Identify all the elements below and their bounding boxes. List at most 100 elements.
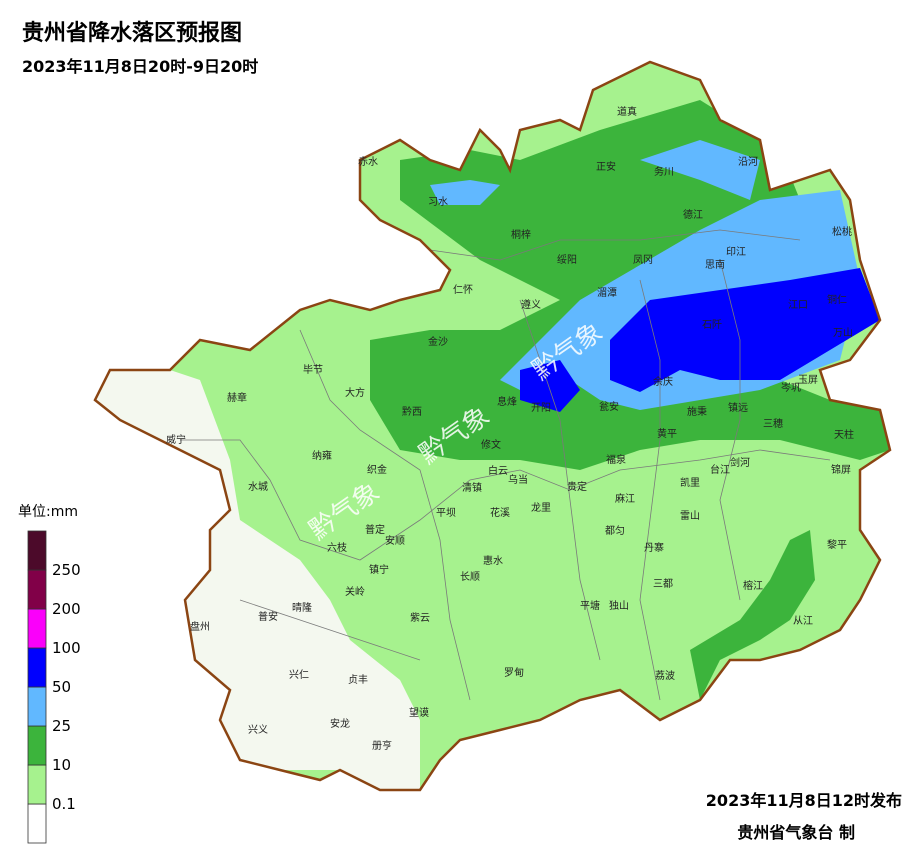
county-boundaries	[180, 229, 831, 701]
county-label: 黄平	[657, 427, 677, 440]
county-label: 习水	[428, 196, 448, 208]
county-label: 黔西	[402, 405, 422, 418]
county-label: 遵义	[521, 298, 541, 311]
county-label: 铜仁	[827, 294, 847, 306]
county-label: 盘州	[190, 620, 210, 633]
county-label: 玉屏	[798, 374, 818, 386]
legend-label: 200	[52, 600, 81, 618]
county-label: 绥阳	[557, 254, 577, 266]
county-label: 花溪	[490, 506, 510, 519]
county-label: 贵定	[567, 480, 587, 493]
county-label: 惠水	[483, 554, 503, 567]
county-label: 平塘	[580, 599, 600, 612]
legend: 0.1 10 25 50 100 200 250	[27, 530, 81, 844]
legend-label: 0.1	[52, 795, 76, 813]
county-label: 晴隆	[292, 601, 312, 614]
county-label: 龙里	[531, 501, 551, 514]
county-label: 道真	[617, 105, 637, 118]
county-label: 独山	[609, 599, 629, 612]
rainstorm-area	[610, 268, 880, 392]
county-label: 桐梓	[511, 228, 531, 241]
heavy-rain-area	[430, 180, 500, 205]
county-label: 望谟	[409, 706, 429, 719]
moderate-rain-area	[690, 530, 815, 700]
county-label: 平坝	[436, 507, 456, 519]
county-label: 金沙	[428, 335, 448, 348]
county-label: 江口	[788, 299, 808, 311]
legend-swatch	[27, 686, 47, 727]
rainstorm-area	[520, 360, 580, 412]
county-label: 罗甸	[504, 666, 524, 679]
county-label: 榕江	[743, 579, 763, 592]
legend-swatch	[27, 725, 47, 766]
county-label: 黎平	[827, 538, 847, 551]
county-label: 天柱	[834, 428, 854, 441]
county-label: 安顺	[385, 534, 405, 547]
county-label: 六枝	[327, 541, 347, 554]
issuer: 贵州省气象台 制	[737, 823, 855, 842]
county-label: 修文	[481, 438, 501, 451]
county-label: 凯里	[680, 476, 700, 489]
county-label: 册亨	[372, 739, 392, 752]
county-label: 普定	[365, 523, 385, 536]
legend-swatch	[27, 803, 47, 844]
subtitle: 2023年11月8日20时-9日20时	[22, 57, 258, 76]
legend-label: 250	[52, 561, 81, 579]
county-label: 从江	[793, 615, 813, 627]
legend-swatch	[27, 764, 47, 805]
legend-swatch	[27, 569, 47, 610]
county-label: 普安	[258, 610, 278, 623]
county-label: 福泉	[606, 453, 626, 466]
county-label: 白云	[488, 464, 508, 477]
county-label: 印江	[726, 246, 746, 258]
county-label: 瓮安	[599, 400, 619, 413]
county-label: 余庆	[653, 375, 673, 388]
county-label: 正安	[596, 160, 616, 173]
county-label: 锦屏	[831, 463, 851, 476]
county-label: 务川	[654, 165, 674, 178]
county-label: 剑河	[730, 456, 750, 469]
county-label: 岑巩	[781, 382, 801, 394]
county-label: 毕节	[303, 363, 323, 376]
county-label: 沿河	[738, 156, 758, 168]
county-label: 镇宁	[369, 563, 389, 576]
county-label: 湄潭	[597, 287, 617, 299]
legend-swatch	[27, 608, 47, 649]
county-label: 荔波	[655, 669, 675, 682]
county-label: 三都	[653, 578, 673, 590]
no-rain-area	[95, 370, 420, 790]
county-label: 兴仁	[289, 669, 309, 681]
county-label: 威宁	[166, 433, 186, 446]
legend-label: 10	[52, 756, 71, 774]
county-label: 安龙	[330, 717, 350, 730]
county-label: 贞丰	[348, 673, 368, 686]
county-label: 石阡	[702, 319, 722, 331]
county-label: 仁怀	[453, 284, 473, 296]
county-label: 乌当	[508, 473, 528, 486]
county-label: 水城	[248, 481, 268, 493]
county-label: 三穗	[763, 417, 783, 430]
title: 贵州省降水落区预报图	[22, 21, 242, 46]
county-label: 织金	[367, 463, 387, 476]
legend-swatch	[27, 647, 47, 688]
issued-time: 2023年11月8日12时发布	[706, 791, 902, 810]
legend-label: 25	[52, 717, 71, 735]
heavy-rain-area	[640, 140, 760, 200]
legend-unit: 单位:mm	[18, 504, 78, 520]
county-label: 麻江	[615, 492, 635, 505]
county-label: 台江	[710, 463, 730, 476]
county-label: 纳雍	[312, 449, 332, 462]
county-label: 松桃	[832, 225, 852, 238]
county-label: 丹寨	[644, 541, 664, 554]
county-label: 德江	[683, 208, 703, 221]
county-label: 兴义	[248, 724, 268, 736]
county-label: 赫章	[227, 391, 247, 404]
county-label: 赤水	[358, 156, 378, 168]
legend-label: 100	[52, 639, 81, 657]
county-label: 雷山	[680, 510, 700, 522]
county-label: 万山	[833, 327, 853, 339]
county-label: 息烽	[497, 395, 517, 408]
